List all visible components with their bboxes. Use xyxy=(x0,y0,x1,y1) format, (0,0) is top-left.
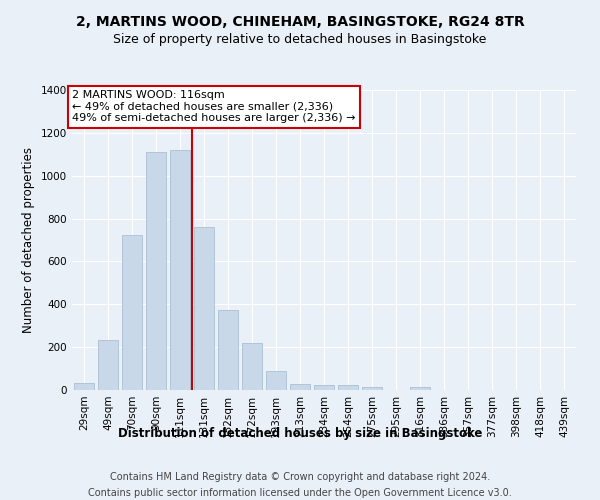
Text: Contains HM Land Registry data © Crown copyright and database right 2024.: Contains HM Land Registry data © Crown c… xyxy=(110,472,490,482)
Bar xyxy=(74,382,94,390)
Text: Distribution of detached houses by size in Basingstoke: Distribution of detached houses by size … xyxy=(118,428,482,440)
Bar xyxy=(218,310,238,390)
Bar xyxy=(290,384,310,390)
Bar xyxy=(410,388,430,390)
Bar xyxy=(122,234,142,390)
Text: 2 MARTINS WOOD: 116sqm
← 49% of detached houses are smaller (2,336)
49% of semi-: 2 MARTINS WOOD: 116sqm ← 49% of detached… xyxy=(72,90,355,123)
Bar xyxy=(266,370,286,390)
Text: 2, MARTINS WOOD, CHINEHAM, BASINGSTOKE, RG24 8TR: 2, MARTINS WOOD, CHINEHAM, BASINGSTOKE, … xyxy=(76,15,524,29)
Y-axis label: Number of detached properties: Number of detached properties xyxy=(22,147,35,333)
Bar xyxy=(338,386,358,390)
Bar xyxy=(98,340,118,390)
Bar xyxy=(170,150,190,390)
Bar xyxy=(362,387,382,390)
Text: Contains public sector information licensed under the Open Government Licence v3: Contains public sector information licen… xyxy=(88,488,512,498)
Bar xyxy=(242,343,262,390)
Bar xyxy=(194,227,214,390)
Bar xyxy=(146,152,166,390)
Text: Size of property relative to detached houses in Basingstoke: Size of property relative to detached ho… xyxy=(113,32,487,46)
Bar xyxy=(314,384,334,390)
